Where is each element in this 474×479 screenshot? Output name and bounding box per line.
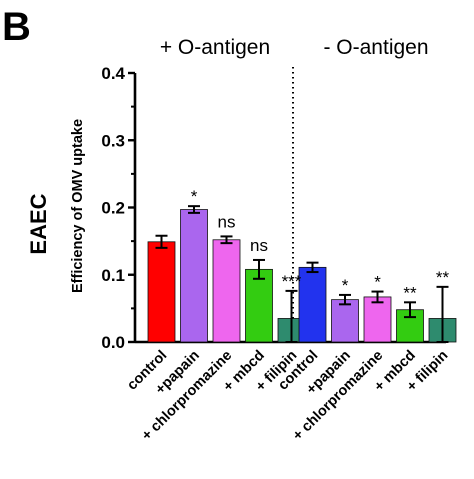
significance-label: * bbox=[374, 273, 381, 292]
bar bbox=[245, 268, 273, 343]
bar bbox=[212, 239, 241, 343]
y-axis-label: Efficiency of OMV uptake bbox=[70, 119, 86, 293]
group-label-with-o-antigen: + O-antigen bbox=[160, 36, 270, 59]
group-label-without-o-antigen: - O-antigen bbox=[323, 36, 428, 59]
bar bbox=[331, 299, 359, 343]
bar bbox=[298, 266, 327, 343]
significance-label: ** bbox=[436, 268, 450, 287]
bars bbox=[147, 209, 457, 343]
y-tick-label: 0.1 bbox=[101, 266, 125, 285]
significance-label: ns bbox=[250, 236, 268, 255]
significance-label: ** bbox=[403, 283, 417, 302]
y-tick-label: 0.2 bbox=[101, 199, 125, 218]
y-tick-label: 0.3 bbox=[101, 131, 125, 150]
bar bbox=[147, 241, 176, 343]
panel-letter: B bbox=[2, 5, 31, 49]
significance-label: * bbox=[191, 187, 198, 206]
y-tick-label: 0.4 bbox=[101, 64, 125, 83]
significance-label: *** bbox=[282, 272, 302, 291]
error-bars bbox=[155, 205, 449, 343]
x-tick-labels: control+papain+ chlorpromazine+ mbcd+ fi… bbox=[124, 348, 451, 444]
row-label: EAEC bbox=[26, 193, 51, 254]
significance-label: ns bbox=[218, 212, 236, 231]
bar bbox=[180, 209, 208, 343]
bar bbox=[363, 296, 392, 343]
bar bbox=[396, 309, 424, 343]
significance-label: * bbox=[342, 276, 349, 295]
y-tick-label: 0.0 bbox=[101, 333, 125, 352]
